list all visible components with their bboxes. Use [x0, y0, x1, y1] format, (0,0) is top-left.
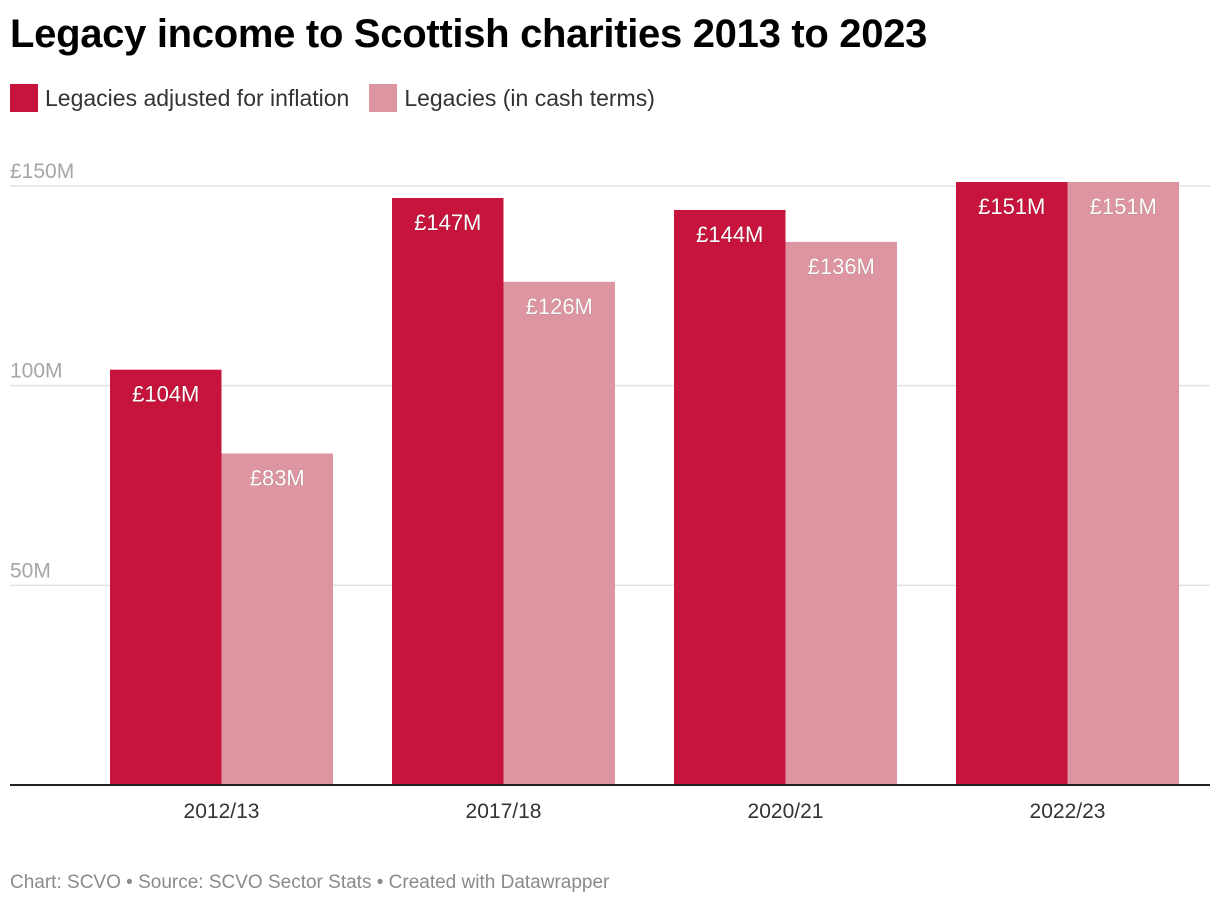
- x-tick-label: 2012/13: [184, 800, 260, 823]
- bar-value-label: £126M: [526, 294, 593, 319]
- bar-cash-terms: [785, 241, 897, 785]
- bar-chart: £150M 100M 50M £104M £83M 2012/13 £147M £126M 20…: [10, 160, 1210, 823]
- legend-swatch-inflation-adjusted: [10, 84, 38, 112]
- bar-value-label: £151M: [978, 194, 1045, 219]
- y-tick-label: 50M: [10, 559, 51, 582]
- y-tick-label: £150M: [10, 160, 74, 183]
- bar-cash-terms: [221, 453, 333, 785]
- bar-value-label: £104M: [132, 382, 199, 407]
- bar-cash-terms: [1067, 182, 1179, 786]
- bar-inflation-adjusted: [956, 182, 1068, 786]
- y-tick-label: 100M: [10, 360, 63, 383]
- x-tick-label: 2022/23: [1030, 800, 1106, 823]
- legend-label-cash-terms: Legacies (in cash terms): [404, 84, 655, 111]
- bar-inflation-adjusted: [674, 209, 786, 785]
- bar-value-label: £83M: [250, 466, 305, 491]
- chart-legend: Legacies adjusted for inflation Legacies…: [10, 84, 675, 112]
- legend-item-cash-terms: Legacies (in cash terms): [369, 84, 655, 112]
- legend-swatch-cash-terms: [369, 84, 398, 112]
- legend-item-inflation-adjusted: Legacies adjusted for inflation: [10, 84, 349, 112]
- bar-cash-terms: [503, 281, 615, 785]
- x-tick-label: 2017/18: [466, 800, 542, 823]
- bar-value-label: £147M: [414, 210, 481, 235]
- bar-inflation-adjusted: [110, 369, 222, 785]
- chart-title: Legacy income to Scottish charities 2013…: [10, 12, 928, 56]
- bar-value-label: £136M: [808, 254, 875, 279]
- bar-value-label: £144M: [696, 222, 763, 247]
- legend-label-inflation-adjusted: Legacies adjusted for inflation: [45, 84, 350, 111]
- bar-inflation-adjusted: [392, 197, 504, 786]
- chart-footer: Chart: SCVO • Source: SCVO Sector Stats …: [10, 872, 610, 893]
- bar-value-label: £151M: [1090, 194, 1157, 219]
- x-tick-label: 2020/21: [748, 800, 824, 823]
